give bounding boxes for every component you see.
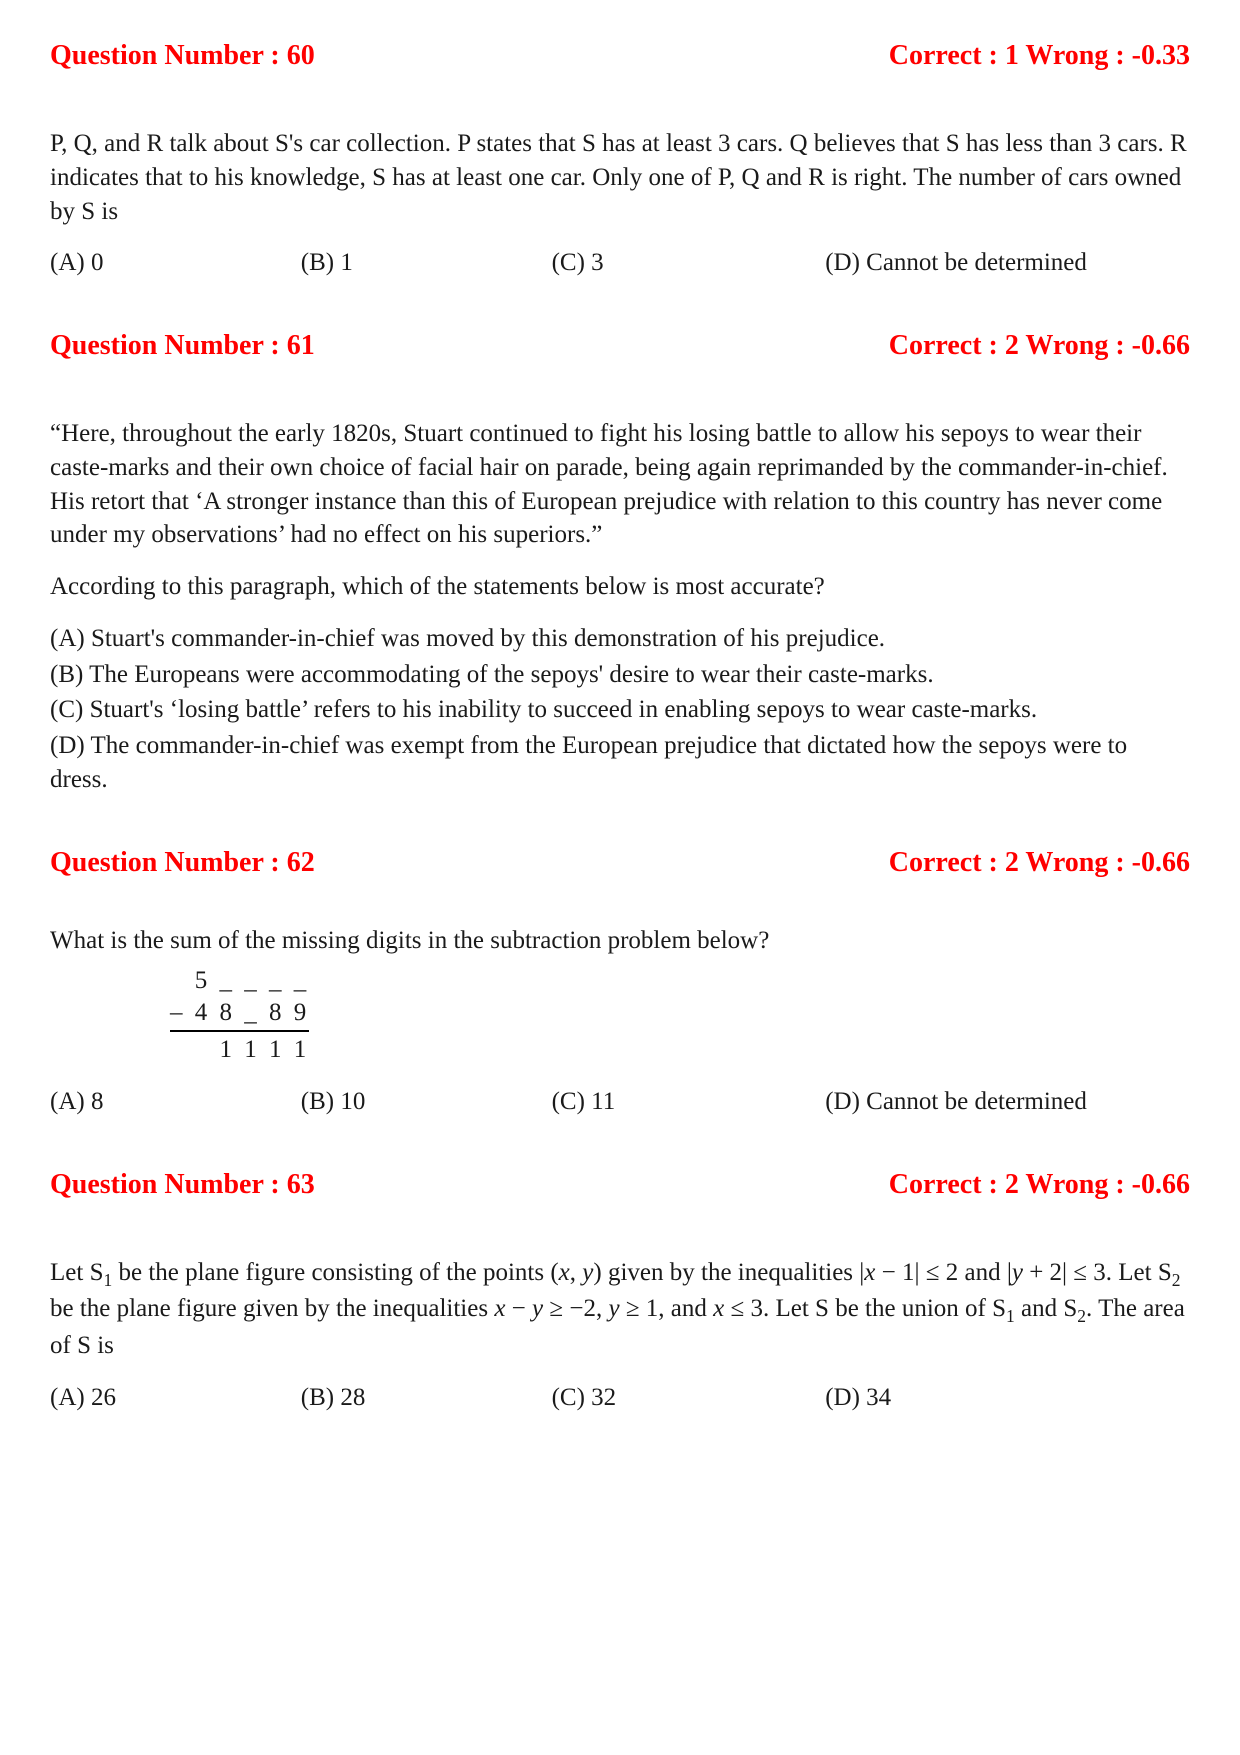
- stem-paragraph: P, Q, and R talk about S's car collectio…: [50, 127, 1190, 228]
- question-62: Question Number : 62 Correct : 2 Wrong :…: [50, 847, 1190, 1119]
- option-d: (D) Cannot be determined: [825, 1085, 1190, 1119]
- question-header: Question Number : 63 Correct : 2 Wrong :…: [50, 1169, 1190, 1201]
- question-number: Question Number : 61: [50, 330, 315, 362]
- question-body: Let S1 be the plane figure consisting of…: [50, 1256, 1190, 1415]
- stem-paragraph: According to this paragraph, which of th…: [50, 570, 1190, 604]
- option-b: (B) The Europeans were accommodating of …: [50, 658, 1190, 692]
- question-61: Question Number : 61 Correct : 2 Wrong :…: [50, 330, 1190, 797]
- options: (A) 0 (B) 1 (C) 3 (D) Cannot be determin…: [50, 246, 1190, 280]
- question-body: “Here, throughout the early 1820s, Stuar…: [50, 417, 1190, 797]
- option-b: (B) 28: [301, 1381, 552, 1415]
- stem-paragraph: Let S1 be the plane figure consisting of…: [50, 1256, 1190, 1363]
- question-header: Question Number : 60 Correct : 1 Wrong :…: [50, 40, 1190, 72]
- subtraction-line-1: 5 _ _ _ _: [170, 965, 309, 996]
- question-60: Question Number : 60 Correct : 1 Wrong :…: [50, 40, 1190, 280]
- question-marks: Correct : 1 Wrong : -0.33: [889, 40, 1190, 72]
- question-stem: What is the sum of the missing digits in…: [50, 924, 1190, 958]
- question-number: Question Number : 60: [50, 40, 315, 72]
- question-header: Question Number : 62 Correct : 2 Wrong :…: [50, 847, 1190, 879]
- option-d: (D) Cannot be determined: [825, 246, 1190, 280]
- option-a: (A) 8: [50, 1085, 301, 1119]
- option-a: (A) Stuart's commander-in-chief was move…: [50, 622, 1190, 656]
- option-c: (C) 3: [552, 246, 826, 280]
- subtraction-figure: 5 _ _ _ _ – 4 8 _ 8 9 1 1 1 1: [170, 965, 309, 1065]
- options: (A) 26 (B) 28 (C) 32 (D) 34: [50, 1381, 1190, 1415]
- question-stem: P, Q, and R talk about S's car collectio…: [50, 127, 1190, 228]
- option-c: (C) 11: [552, 1085, 826, 1119]
- question-marks: Correct : 2 Wrong : -0.66: [889, 330, 1190, 362]
- option-c: (C) Stuart's ‘losing battle’ refers to h…: [50, 693, 1190, 727]
- question-body: P, Q, and R talk about S's car collectio…: [50, 127, 1190, 280]
- option-c: (C) 32: [552, 1381, 826, 1415]
- options: (A) Stuart's commander-in-chief was move…: [50, 622, 1190, 797]
- option-d: (D) The commander-in-chief was exempt fr…: [50, 729, 1190, 797]
- question-header: Question Number : 61 Correct : 2 Wrong :…: [50, 330, 1190, 362]
- question-marks: Correct : 2 Wrong : -0.66: [889, 1169, 1190, 1201]
- option-b: (B) 1: [301, 246, 552, 280]
- option-a: (A) 26: [50, 1381, 301, 1415]
- question-stem: “Here, throughout the early 1820s, Stuar…: [50, 417, 1190, 604]
- subtraction-line-3: 1 1 1 1: [170, 1030, 309, 1065]
- question-body: What is the sum of the missing digits in…: [50, 924, 1190, 1119]
- option-b: (B) 10: [301, 1085, 552, 1119]
- question-number: Question Number : 62: [50, 847, 315, 879]
- subtraction-line-2: – 4 8 _ 8 9: [170, 997, 309, 1028]
- options: (A) 8 (B) 10 (C) 11 (D) Cannot be determ…: [50, 1085, 1190, 1119]
- stem-paragraph: What is the sum of the missing digits in…: [50, 924, 1190, 958]
- question-marks: Correct : 2 Wrong : -0.66: [889, 847, 1190, 879]
- option-d: (D) 34: [825, 1381, 1190, 1415]
- question-stem: Let S1 be the plane figure consisting of…: [50, 1256, 1190, 1363]
- option-a: (A) 0: [50, 246, 301, 280]
- stem-paragraph: “Here, throughout the early 1820s, Stuar…: [50, 417, 1190, 552]
- question-63: Question Number : 63 Correct : 2 Wrong :…: [50, 1169, 1190, 1415]
- question-number: Question Number : 63: [50, 1169, 315, 1201]
